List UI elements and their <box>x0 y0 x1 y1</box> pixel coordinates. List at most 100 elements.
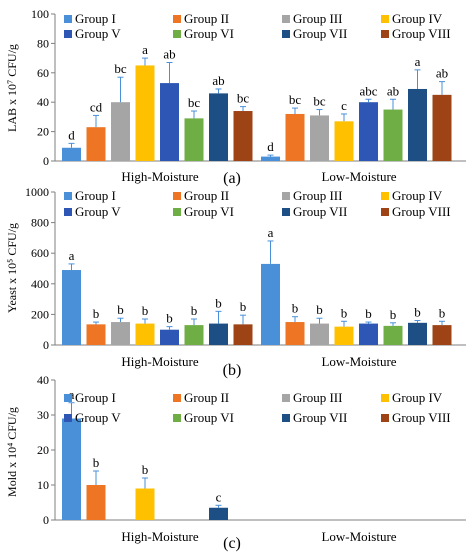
y-tick-label: 60 <box>37 66 49 80</box>
bar <box>408 322 427 345</box>
legend-swatch <box>381 394 389 402</box>
significance-letter: ab <box>163 47 175 62</box>
significance-letter: bc <box>114 61 127 76</box>
bar <box>408 88 427 161</box>
legend-label: Group VI <box>184 410 234 425</box>
y-tick-label: 800 <box>31 216 49 230</box>
legend-swatch <box>381 192 389 200</box>
significance-letter: b <box>439 305 446 320</box>
x-category-label: High-Moisture <box>121 354 199 369</box>
legend-label: Group III <box>293 188 342 203</box>
bar <box>62 418 81 520</box>
legend-label: Group VIII <box>392 204 451 219</box>
y-tick-label: 40 <box>37 95 49 109</box>
legend-swatch <box>282 192 290 200</box>
y-tick-label: 1000 <box>25 185 49 199</box>
legend-label: Group I <box>75 11 116 26</box>
significance-letter: b <box>292 301 299 316</box>
bar <box>111 102 130 161</box>
bar <box>135 65 155 161</box>
legend-swatch <box>381 208 389 216</box>
legend-label: Group VII <box>293 204 347 219</box>
legend-label: Group V <box>75 410 121 425</box>
y-tick-label: 600 <box>31 246 49 260</box>
bar <box>383 325 403 345</box>
legend-swatch <box>173 30 181 38</box>
y-tick-label: 400 <box>31 277 49 291</box>
bar <box>261 156 280 161</box>
bar <box>86 127 106 161</box>
panel-label: (a) <box>223 170 241 187</box>
bar <box>285 322 305 345</box>
significance-letter: b <box>316 302 323 317</box>
bar <box>209 93 228 161</box>
legend-swatch <box>173 394 181 402</box>
bar <box>62 147 81 161</box>
legend-label: Group III <box>293 390 342 405</box>
bar <box>184 118 204 161</box>
significance-letter: b <box>240 299 247 314</box>
legend-label: Group VIII <box>392 26 451 41</box>
legend-swatch <box>381 414 389 422</box>
significance-letter: b <box>390 307 397 322</box>
bar <box>432 94 452 161</box>
bar <box>334 326 354 345</box>
legend-swatch <box>282 15 290 23</box>
significance-letter: b <box>142 462 149 477</box>
y-tick-label: 30 <box>37 408 49 422</box>
significance-letter: b <box>215 295 222 310</box>
bar <box>432 325 452 345</box>
legend-label: Group I <box>75 390 116 405</box>
legend-swatch <box>64 414 72 422</box>
legend-swatch <box>282 394 290 402</box>
significance-letter: d <box>68 127 75 142</box>
legend-swatch <box>173 414 181 422</box>
significance-letter: bc <box>289 92 302 107</box>
legend-label: Group VI <box>184 204 234 219</box>
legend-swatch <box>282 414 290 422</box>
bar <box>62 270 81 345</box>
bar <box>334 121 354 161</box>
y-tick-label: 40 <box>37 373 49 387</box>
significance-letter: cd <box>90 99 103 114</box>
legend-swatch <box>381 15 389 23</box>
significance-letter: abc <box>359 83 377 98</box>
legend-swatch <box>173 15 181 23</box>
y-tick-label: 200 <box>31 307 49 321</box>
bar <box>310 115 329 161</box>
legend-label: Group IV <box>392 188 443 203</box>
bar <box>261 263 280 345</box>
legend-label: Group VIII <box>392 410 451 425</box>
bar <box>160 83 179 161</box>
bar <box>160 329 179 345</box>
significance-letter: a <box>142 42 148 57</box>
bar <box>184 325 204 345</box>
bar <box>359 102 378 161</box>
significance-letter: b <box>117 302 124 317</box>
significance-letter: c <box>216 489 222 504</box>
bar <box>233 324 253 345</box>
legend-swatch <box>64 192 72 200</box>
panel-label: (b) <box>223 362 242 379</box>
y-tick-label: 0 <box>43 338 49 352</box>
legend-label: Group II <box>184 188 229 203</box>
significance-letter: b <box>93 306 100 321</box>
y-axis-title: LAB x 10⁷ CFU/g <box>5 44 19 132</box>
legend-label: Group V <box>75 204 121 219</box>
significance-letter: c <box>341 98 347 113</box>
bar <box>310 323 329 345</box>
significance-letter: bc <box>188 95 201 110</box>
y-tick-label: 0 <box>43 513 49 527</box>
significance-letter: a <box>415 54 421 69</box>
x-category-label: High-Moisture <box>121 529 199 544</box>
legend-label: Group III <box>293 11 342 26</box>
bar <box>383 109 403 161</box>
legend-swatch <box>282 30 290 38</box>
significance-letter: bc <box>237 91 250 106</box>
significance-letter: b <box>365 306 372 321</box>
bar <box>233 111 253 161</box>
significance-letter: ab <box>387 83 399 98</box>
y-axis-title: Mold x 10⁴ CFU/g <box>5 407 19 497</box>
legend-label: Group IV <box>392 11 443 26</box>
